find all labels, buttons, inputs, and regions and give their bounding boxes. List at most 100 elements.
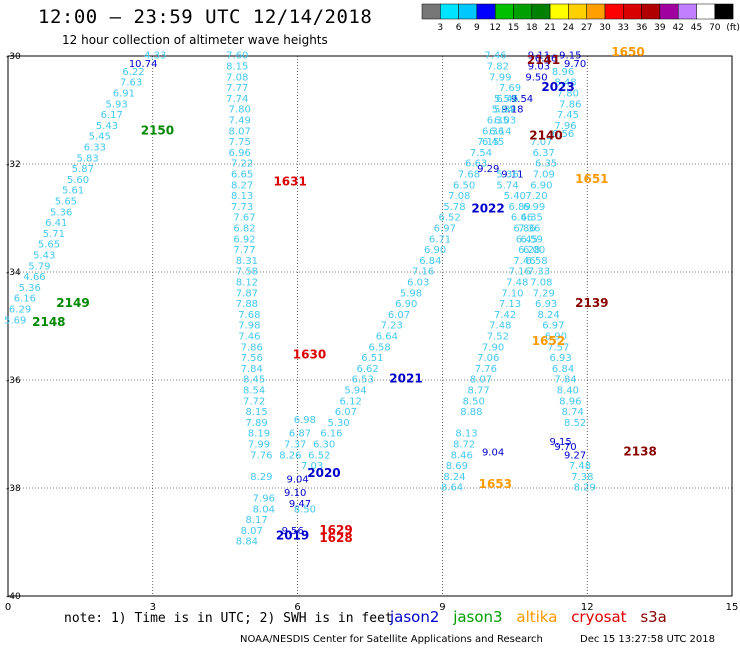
swh-value: 7.29 — [533, 288, 555, 299]
swh-value: 6.30 — [313, 440, 335, 451]
swh-value: 8.15 — [245, 407, 267, 418]
swh-value: 9.03 — [528, 62, 550, 73]
swh-value: 5.30 — [327, 418, 349, 429]
swh-value: 7.06 — [477, 353, 499, 364]
swh-value: 7.07 — [530, 137, 552, 148]
track-id-label: 1628 — [319, 531, 352, 545]
swh-value: 8.13 — [455, 429, 477, 440]
track-id-label: 1651 — [575, 172, 608, 186]
swh-value: 7.77 — [233, 245, 255, 256]
track-id-label: 2150 — [141, 123, 174, 137]
x-tick-label: 6 — [294, 602, 300, 613]
generation-timestamp: Dec 15 13:27:58 UTC 2018 — [580, 634, 715, 645]
footer-credit: NOAA/NESDIS Center for Satellite Applica… — [240, 634, 543, 645]
swh-value: 6.90 — [395, 299, 417, 310]
swh-value: 6.35 — [535, 159, 557, 170]
swh-value: 8.69 — [446, 461, 468, 472]
swh-value: 6.35 — [487, 116, 509, 127]
swh-value: 8.24 — [443, 472, 465, 483]
legend-label: 18 — [526, 23, 538, 33]
swh-value: 5.61 — [62, 186, 84, 197]
swh-value: 7.09 — [533, 170, 555, 181]
swh-value: 6.93 — [550, 353, 572, 364]
swh-value: 7.69 — [499, 83, 521, 94]
swh-value: 8.31 — [236, 256, 258, 267]
swh-value: 8.26 — [279, 450, 301, 461]
satellite-jason2: jason2 — [390, 608, 440, 626]
swh-value: 6.58 — [369, 342, 391, 353]
swh-value: 9.04 — [286, 475, 308, 486]
satellite-s3a: s3a — [640, 608, 667, 626]
swh-value: 9.54 — [511, 94, 533, 105]
swh-value: 7.08 — [226, 72, 248, 83]
satellite-cryosat: cryosat — [571, 608, 627, 626]
swh-value: 7.80 — [229, 105, 251, 116]
swh-value: 6.35 — [521, 213, 543, 224]
swh-value: 6.07 — [335, 407, 357, 418]
page-subtitle: 12 hour collection of altimeter wave hei… — [62, 33, 328, 47]
swh-value: 5.65 — [55, 197, 77, 208]
swh-value: 6.16 — [320, 429, 342, 440]
swh-value: 6.63 — [465, 159, 487, 170]
legend-label: 36 — [636, 23, 648, 33]
swh-value: 9.11 — [528, 51, 550, 62]
swh-value: 5.69 — [4, 315, 26, 326]
swh-value: 5.87 — [72, 164, 94, 175]
swh-value: 6.90 — [545, 332, 567, 343]
swh-value: 6.45 — [496, 94, 518, 105]
swh-value: 5.74 — [496, 180, 518, 191]
track-id-label: 2020 — [307, 466, 340, 480]
swh-value: 6.03 — [407, 278, 429, 289]
swh-value: 8.07 — [229, 126, 251, 137]
swh-value: 5.65 — [38, 240, 60, 251]
swh-value: 5.83 — [77, 153, 99, 164]
swh-value: 8.88 — [460, 407, 482, 418]
swh-value: 6.56 — [552, 129, 574, 140]
swh-value: 6.64 — [376, 332, 398, 343]
swh-value: 8.77 — [467, 386, 489, 397]
swh-value: 6.58 — [525, 256, 547, 267]
swh-value: 7.48 — [489, 321, 511, 332]
swh-value: 5.93 — [105, 99, 127, 110]
swh-value: 7.96 — [253, 494, 275, 505]
swh-value: 7.76 — [250, 450, 272, 461]
legend-label: 3 — [437, 23, 443, 33]
swh-value: 6.22 — [122, 67, 144, 78]
swh-value: 7.48 — [506, 278, 528, 289]
swh-value: 6.97 — [434, 224, 456, 235]
swh-value: 5.64 — [492, 105, 514, 116]
swh-value: 6.37 — [533, 148, 555, 159]
swh-value: 8.17 — [245, 515, 267, 526]
swh-value: 6.53 — [352, 375, 374, 386]
swh-value: 6.84 — [552, 364, 574, 375]
swh-value: 9.27 — [564, 450, 586, 461]
swh-value: 9.15 — [559, 51, 581, 62]
swh-value: 5.54 — [494, 94, 516, 105]
swh-value: 9.56 — [282, 526, 304, 537]
swh-value: 8.16 — [535, 53, 557, 64]
swh-value: 7.15 — [477, 137, 499, 148]
swh-value: 6.00 — [523, 245, 545, 256]
swh-value: 8.50 — [294, 504, 316, 515]
swh-value: 9.70 — [554, 442, 576, 453]
satellite-legend: jason2 jason3 altika cryosat s3a — [390, 608, 676, 626]
track-id-label: 2019 — [276, 528, 309, 542]
swh-value: 7.36 — [518, 224, 540, 235]
swh-value: 8.29 — [250, 472, 272, 483]
track-id-label: 2023 — [541, 80, 574, 94]
swh-value: 6.62 — [356, 364, 378, 375]
swh-value: 6.07 — [388, 310, 410, 321]
swh-value: 5.79 — [28, 261, 50, 272]
swh-value: 7.16 — [412, 267, 434, 278]
legend-label: (ft) — [726, 23, 740, 33]
swh-value: 5.98 — [400, 288, 422, 299]
swh-value: 7.52 — [487, 332, 509, 343]
swh-value: 7.63 — [120, 78, 142, 89]
swh-value: 6.12 — [340, 396, 362, 407]
swh-value: 5.94 — [344, 386, 366, 397]
swh-value: 8.52 — [564, 418, 586, 429]
swh-value: 7.58 — [236, 267, 258, 278]
x-tick-label: 0 — [5, 602, 11, 613]
swh-value: 7.84 — [554, 375, 576, 386]
legend-label: 15 — [508, 23, 519, 33]
